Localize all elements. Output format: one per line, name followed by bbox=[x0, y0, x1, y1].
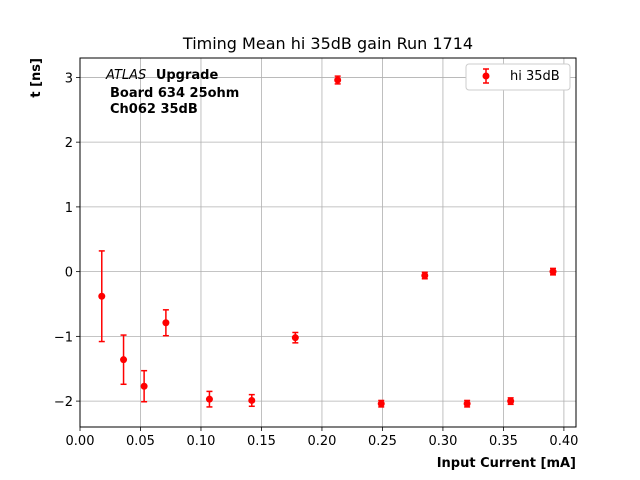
x-tick-label: 0.05 bbox=[126, 434, 155, 449]
grid bbox=[79, 58, 576, 427]
upgrade-label: Upgrade bbox=[156, 68, 219, 83]
data-point bbox=[291, 334, 299, 342]
y-tick-label: −2 bbox=[54, 395, 73, 410]
y-tick-label: 2 bbox=[65, 136, 73, 151]
atlas-annotation: ATLAS Upgrade Board 634 25ohm Ch062 35dB bbox=[105, 68, 239, 117]
x-tick-label: 0.20 bbox=[307, 434, 336, 449]
legend-box bbox=[465, 63, 571, 91]
y-tick-label: 3 bbox=[65, 71, 73, 86]
data-point bbox=[140, 382, 148, 390]
x-tick-label: 0.10 bbox=[186, 434, 215, 449]
legend: hi 35dB bbox=[465, 63, 571, 91]
x-tick-label: 0.30 bbox=[428, 434, 457, 449]
annotation-line-2: Board 634 25ohm bbox=[110, 86, 239, 101]
x-tick-label: 0.00 bbox=[66, 434, 95, 449]
data-point bbox=[377, 400, 385, 408]
y-axis-ticks: −2 −1 0 1 2 3 bbox=[54, 71, 80, 410]
x-tick-label: 0.15 bbox=[247, 434, 276, 449]
data-point bbox=[334, 76, 342, 84]
x-tick-label: 0.25 bbox=[368, 434, 397, 449]
data-point bbox=[162, 319, 170, 327]
atlas-label: ATLAS bbox=[105, 68, 146, 83]
data-point bbox=[507, 397, 515, 405]
data-point bbox=[463, 400, 471, 408]
data-point bbox=[421, 272, 429, 280]
chart-title: Timing Mean hi 35dB gain Run 1714 bbox=[182, 34, 473, 53]
y-tick-label: 0 bbox=[65, 266, 73, 281]
y-tick-label: −1 bbox=[54, 330, 73, 345]
y-axis-label: t [ns] bbox=[29, 58, 44, 98]
legend-label: hi 35dB bbox=[510, 69, 560, 84]
data-point bbox=[549, 268, 557, 276]
x-tick-label: 0.35 bbox=[489, 434, 518, 449]
data-point bbox=[205, 395, 213, 403]
data-point bbox=[98, 292, 106, 300]
x-axis-ticks: 0.00 0.05 0.10 0.15 0.20 0.25 0.30 0.35 0.40 bbox=[66, 427, 578, 449]
y-tick-label: 1 bbox=[65, 201, 73, 216]
x-tick-label: 0.40 bbox=[549, 434, 578, 449]
annotation-line-3: Ch062 35dB bbox=[110, 102, 198, 117]
data-points bbox=[98, 75, 557, 408]
legend-marker bbox=[482, 72, 490, 80]
annotation-line-1: ATLAS Upgrade bbox=[105, 68, 218, 83]
x-axis-label: Input Current [mA] bbox=[437, 456, 576, 471]
data-point bbox=[248, 396, 256, 404]
data-point bbox=[120, 356, 128, 364]
plot-frame bbox=[79, 57, 577, 428]
